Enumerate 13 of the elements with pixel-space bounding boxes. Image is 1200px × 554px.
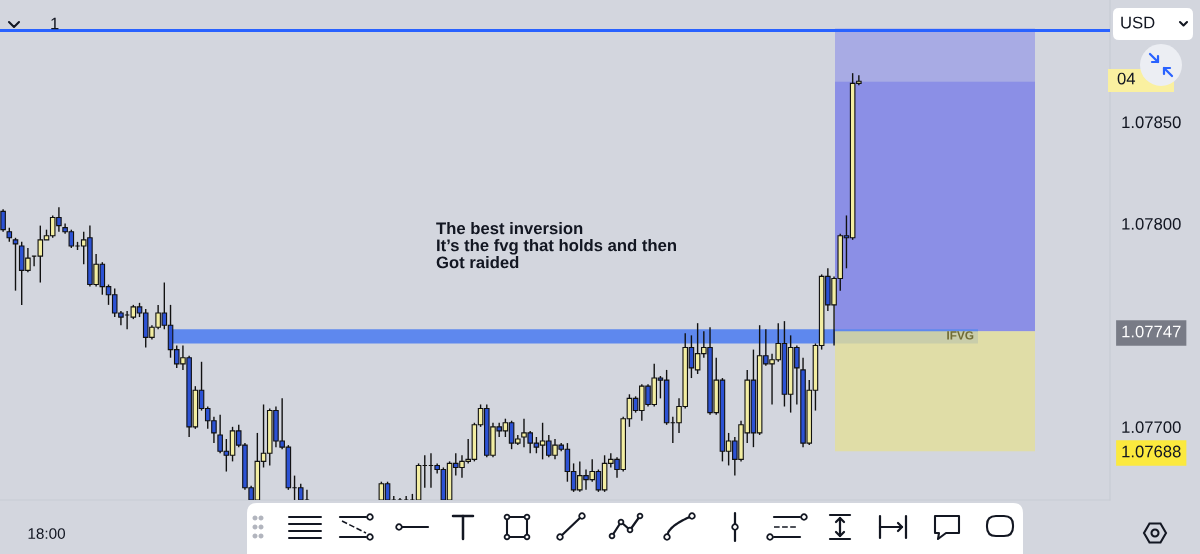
candlestick (0, 208, 6, 233)
band-label: IFVG (947, 331, 974, 340)
y-tick-label: 1.07747 (1122, 325, 1181, 338)
y-tick-label: 1.07850 (1122, 116, 1181, 129)
y-tick-label: 1.07800 (1122, 217, 1181, 230)
text: 04 (1117, 72, 1136, 85)
text: USD (1121, 16, 1155, 29)
annotation: 1 (51, 17, 59, 30)
annotation: The best inversion It’s the fvg that holds and then Got raided (436, 222, 677, 269)
y-tick-label: 1.07688 (1122, 445, 1181, 458)
candlestick (12, 237, 19, 292)
x-tick-label: 18:00 (28, 528, 66, 539)
y-tick-label: 1.07700 (1122, 421, 1181, 434)
